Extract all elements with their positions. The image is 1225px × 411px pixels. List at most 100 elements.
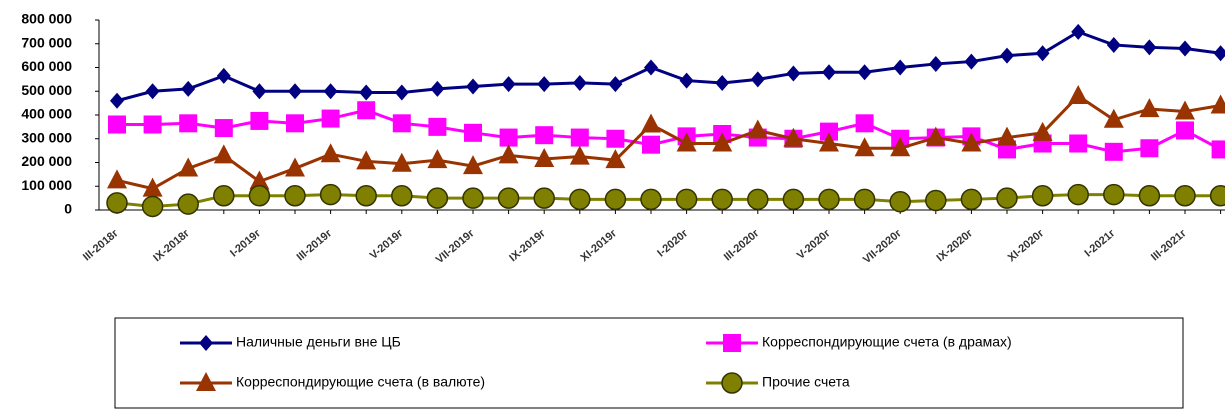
marker <box>499 128 518 147</box>
marker <box>782 188 805 211</box>
marker <box>497 187 520 209</box>
marker <box>179 114 198 133</box>
marker <box>608 76 623 93</box>
marker <box>466 78 480 95</box>
marker <box>818 188 840 211</box>
marker <box>783 127 804 147</box>
marker <box>996 187 1018 209</box>
marker <box>143 115 162 134</box>
marker <box>925 189 947 212</box>
marker <box>1140 139 1159 158</box>
marker <box>252 83 267 100</box>
marker <box>533 187 555 209</box>
marker <box>1103 183 1125 206</box>
marker <box>819 132 839 152</box>
marker <box>570 128 589 147</box>
legend-box <box>114 317 1184 409</box>
y-tick-label: 600 000 <box>21 58 72 74</box>
marker <box>747 188 769 211</box>
x-tick-label: IX-2019г <box>507 227 548 264</box>
series <box>110 23 1225 109</box>
marker <box>1069 134 1088 153</box>
marker <box>108 115 126 134</box>
legend-label: Корреспондирующие счета (в валюте) <box>236 374 485 390</box>
marker <box>110 92 124 109</box>
marker <box>853 188 876 211</box>
marker <box>1175 100 1195 120</box>
marker <box>356 150 377 170</box>
x-tick-label: XI-2019г <box>578 227 619 264</box>
marker <box>320 143 341 163</box>
series-line <box>117 108 1222 154</box>
marker <box>1213 45 1225 62</box>
marker <box>1174 185 1196 207</box>
x-tick-label: VII-2020г <box>861 227 904 266</box>
marker <box>1071 23 1086 40</box>
marker <box>392 114 411 133</box>
y-tick-label: 200 000 <box>21 153 72 169</box>
marker <box>822 64 836 81</box>
y-tick-label: 700 000 <box>21 34 72 50</box>
marker <box>391 185 413 207</box>
y-tick-label: 800 000 <box>21 11 72 27</box>
marker <box>572 74 587 91</box>
marker <box>606 129 625 148</box>
marker <box>961 132 982 152</box>
marker <box>321 109 340 128</box>
marker <box>430 80 445 97</box>
marker <box>820 122 838 141</box>
series <box>107 85 1225 197</box>
marker <box>1104 142 1123 161</box>
marker <box>641 113 661 133</box>
marker <box>106 192 128 214</box>
marker <box>323 83 338 100</box>
y-tick-label: 100 000 <box>21 177 72 193</box>
series-line <box>116 193 1221 208</box>
y-tick-label: 300 000 <box>21 129 72 145</box>
marker <box>178 157 199 177</box>
marker <box>213 185 235 207</box>
marker <box>501 76 516 93</box>
marker <box>426 187 449 209</box>
marker <box>857 64 872 81</box>
marker <box>141 195 164 218</box>
marker <box>1211 140 1225 159</box>
x-tick-label: III-2020г <box>722 227 762 263</box>
marker <box>462 187 484 209</box>
marker <box>1176 121 1194 140</box>
marker <box>723 334 741 352</box>
marker <box>569 145 590 165</box>
y-tick-label: 400 000 <box>21 106 72 122</box>
x-tick-label: V-2020г <box>795 227 833 262</box>
marker <box>248 185 271 207</box>
x-tick-label: I-2021г <box>1082 227 1117 259</box>
marker <box>285 157 305 177</box>
marker <box>721 372 743 394</box>
x-tick-label: III-2019г <box>295 227 335 263</box>
marker <box>1106 36 1121 53</box>
marker <box>569 188 591 211</box>
x-tick-label: III-2018г <box>81 227 121 263</box>
marker <box>604 188 627 211</box>
marker <box>925 126 946 146</box>
marker <box>964 53 979 70</box>
marker <box>286 114 304 133</box>
marker <box>250 111 269 130</box>
x-tick-label: IX-2020г <box>934 227 975 264</box>
x-tick-label: V-2019г <box>368 227 406 262</box>
marker <box>1000 47 1014 64</box>
marker <box>893 59 908 76</box>
y-tick-label: 0 <box>64 201 72 217</box>
series-line <box>116 30 1221 103</box>
marker <box>928 55 943 72</box>
marker <box>712 132 733 152</box>
marker <box>676 132 697 152</box>
marker <box>391 152 412 172</box>
marker <box>1068 85 1089 104</box>
marker <box>394 84 409 101</box>
marker <box>747 119 768 139</box>
marker <box>855 114 874 133</box>
x-tick-label: I-2019г <box>228 227 263 259</box>
marker <box>498 144 519 164</box>
